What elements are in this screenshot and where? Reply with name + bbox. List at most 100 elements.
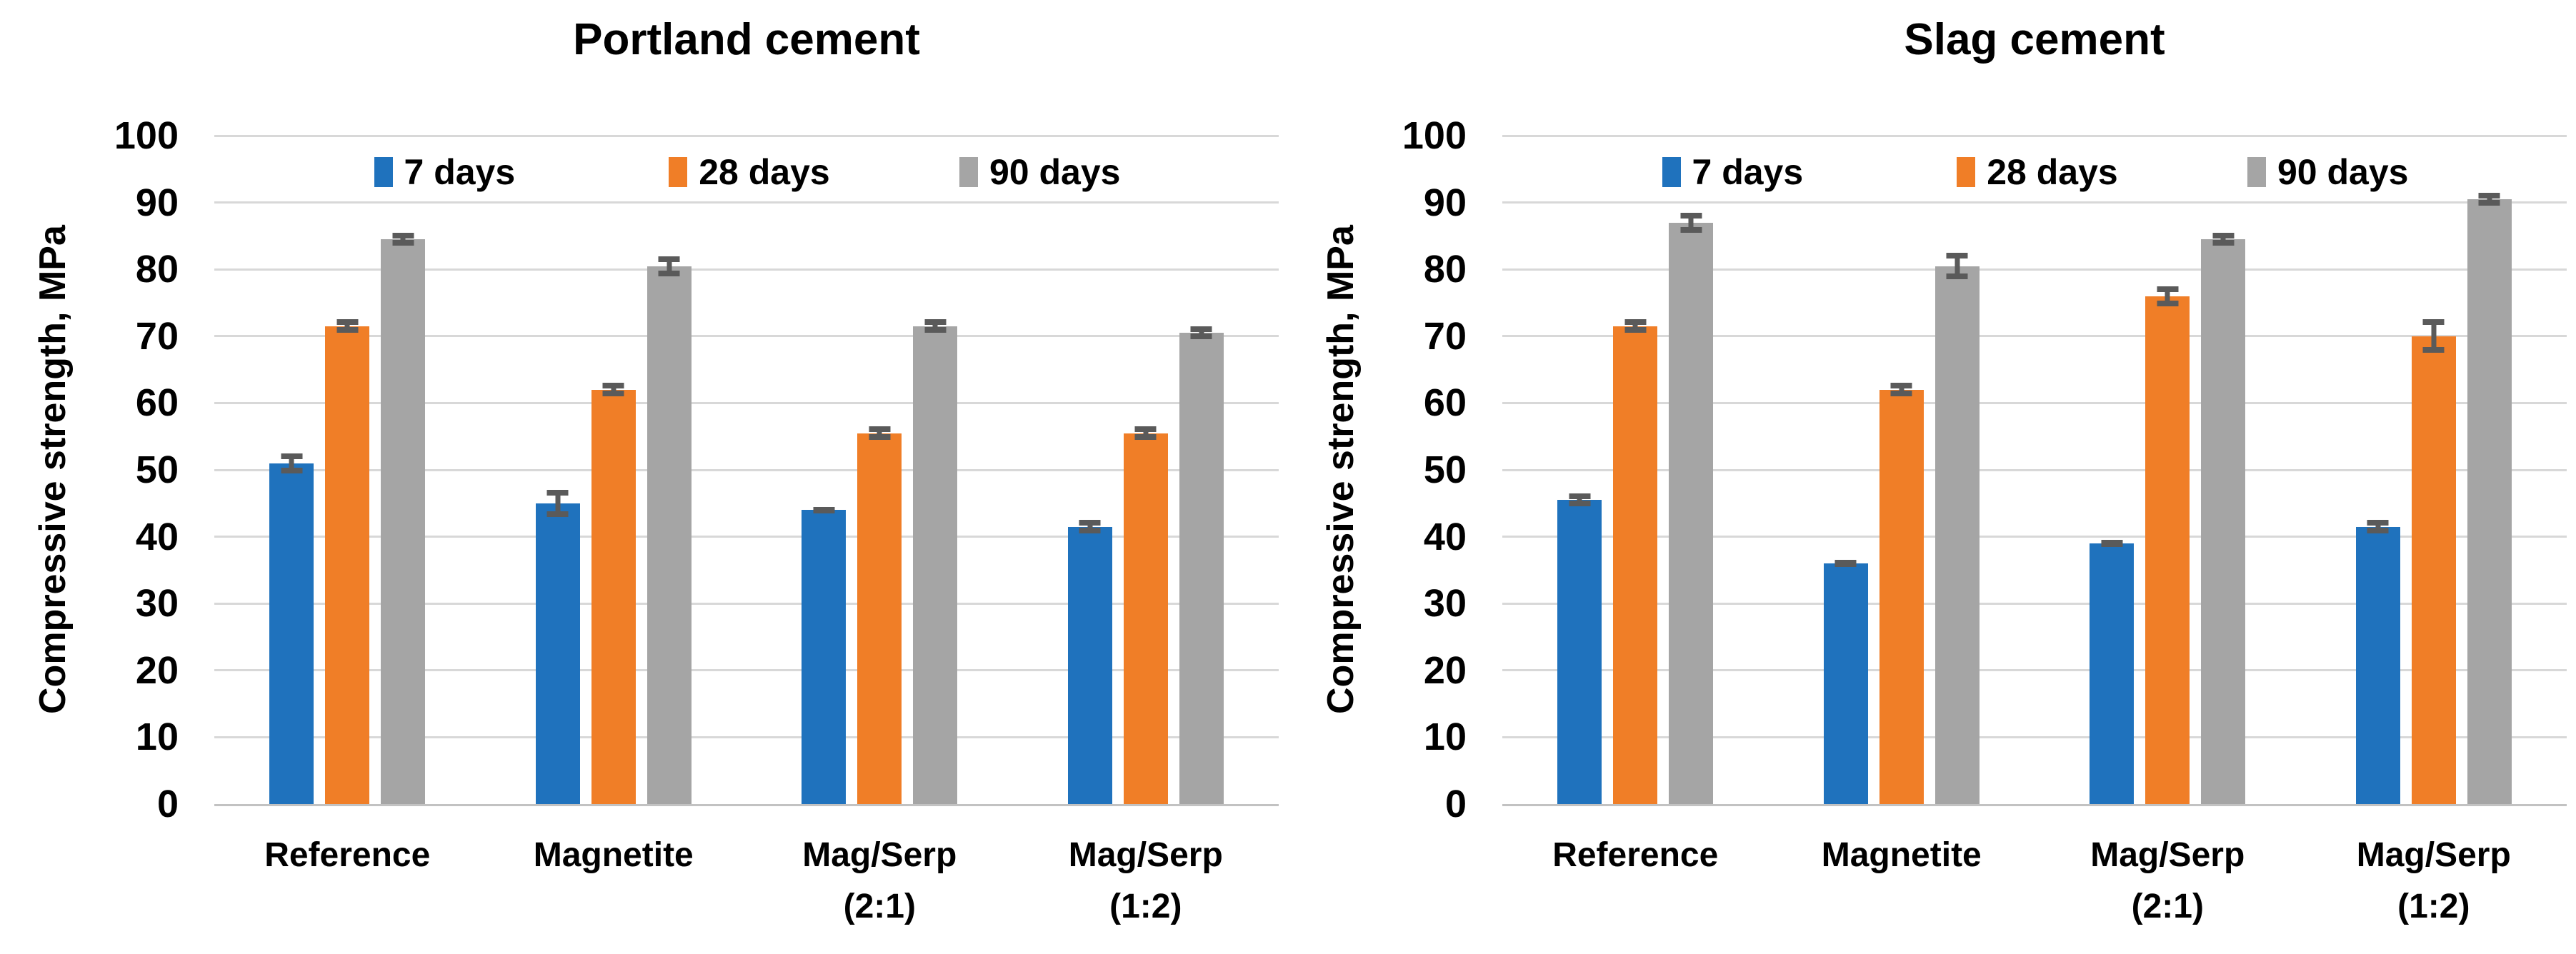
error-bar [2431,319,2437,353]
bar-90-days [1669,212,1714,804]
error-bar [821,506,827,513]
plot-area: 7 days 28 days 90 days [214,134,1279,806]
legend-swatch-90-days [2247,157,2266,187]
bar-28-days [591,383,636,804]
bar-28-days [1879,383,1924,804]
y-tick-label: 10 [135,716,179,759]
legend-label: 7 days [404,152,516,192]
error-bar [2165,286,2170,306]
y-tick-label: 60 [1423,381,1467,425]
bar-90-days [1179,326,1224,804]
bar-28-days [1123,426,1168,804]
legend-item-7-days: 7 days [1662,151,1804,193]
x-category-label-line: Mag/Serp [1068,836,1223,874]
legend-item-7-days: 7 days [374,151,516,193]
x-category-label-line: Mag/Serp [802,836,957,874]
bar-90-days [647,256,692,804]
legend-item-28-days: 28 days [669,151,830,193]
gridline [214,602,1279,605]
y-tick-label: 60 [135,381,179,425]
legend-label: 90 days [2277,152,2409,192]
bar-28-days [325,319,370,804]
error-bar [1087,520,1093,533]
bar-90-days [381,232,426,804]
y-tick-label: 40 [1423,515,1467,558]
error-bar [611,383,616,397]
y-tick-label: 0 [156,783,179,825]
y-tick-label: 10 [1423,716,1467,759]
bar-group-Mag/Serp (2:1) [2035,136,2301,804]
gridline [1502,201,2567,204]
gridline [214,268,1279,271]
error-bar [1143,426,1149,440]
bar-group-Mag/Serp (2:1) [747,136,1013,804]
y-tick-label: 30 [1423,582,1467,626]
x-category-label: Mag/Serp (2:1) [747,830,1013,933]
bar-28-days [2145,286,2190,804]
gridline [214,401,1279,404]
gridline [1502,468,2567,471]
bar-7-days [1067,520,1112,804]
bar-7-days [535,490,580,804]
bar-7-days [2355,520,2400,804]
legend-item-28-days: 28 days [1957,151,2118,193]
bar-group-Magnetite [1769,136,2035,804]
y-tick-label: 50 [135,448,179,491]
y-tick-label: 50 [1423,448,1467,491]
chart-title: Portland cement [573,15,920,64]
y-tick-label: 80 [135,248,179,291]
y-tick-label: 90 [1423,181,1467,224]
bar-group-Mag/Serp (1:2) [2301,136,2567,804]
gridline [1502,268,2567,271]
gridline [214,134,1279,137]
y-tick-label: 100 [1402,114,1467,157]
error-bar [1199,326,1204,340]
x-category-label-line: Mag/Serp [2090,836,2245,874]
x-category-label-line: Magnetite [533,836,694,874]
y-tick-label: 30 [135,582,179,626]
x-category-label: Mag/Serp (1:2) [2301,830,2567,933]
legend-label: 28 days [1987,152,2118,192]
bar-90-days [2201,232,2246,804]
bar-group-Reference [214,136,481,804]
portland-cement-chart: Portland cement Compressive strength, MP… [0,0,1288,954]
error-bar [344,319,350,333]
x-category-label: Reference [214,830,481,881]
bar-7-days [1823,560,1868,804]
x-category-label-line: Magnetite [1821,836,1982,874]
error-bar [1899,383,1904,397]
x-category-label: Mag/Serp (2:1) [2035,830,2301,933]
bar-group-Reference [1502,136,1769,804]
x-category-label: Reference [1502,830,1769,881]
gridline [214,669,1279,672]
y-tick-label: 100 [114,114,179,157]
gridline [1502,669,2567,672]
gridline [1502,401,2567,404]
legend-label: 7 days [1692,152,1804,192]
legend-label: 28 days [699,152,830,192]
bar-28-days [857,426,902,804]
error-bar [932,319,938,333]
error-bar [289,453,294,473]
y-tick-label: 0 [1444,783,1467,825]
x-category-label-line: (1:2) [1109,888,1182,925]
error-bar [667,256,672,276]
legend-item-90-days: 90 days [959,151,1120,193]
bar-7-days [1557,493,1602,804]
chart-title: Slag cement [1904,15,2165,64]
error-bar [877,426,882,440]
legend-swatch-28-days [669,157,688,187]
x-category-label-line: Mag/Serp [2356,836,2511,874]
bar-28-days [2411,319,2456,804]
bar-group-Magnetite [481,136,747,804]
gridline [1502,536,2567,538]
plot-area: 7 days 28 days 90 days [1502,134,2567,806]
gridline [1502,735,2567,738]
legend-swatch-90-days [959,157,978,187]
bar-90-days [1935,252,1980,804]
error-bar [555,490,561,517]
legend-label: 90 days [989,152,1121,192]
error-bar [1843,560,1849,567]
bar-90-days [913,319,958,804]
